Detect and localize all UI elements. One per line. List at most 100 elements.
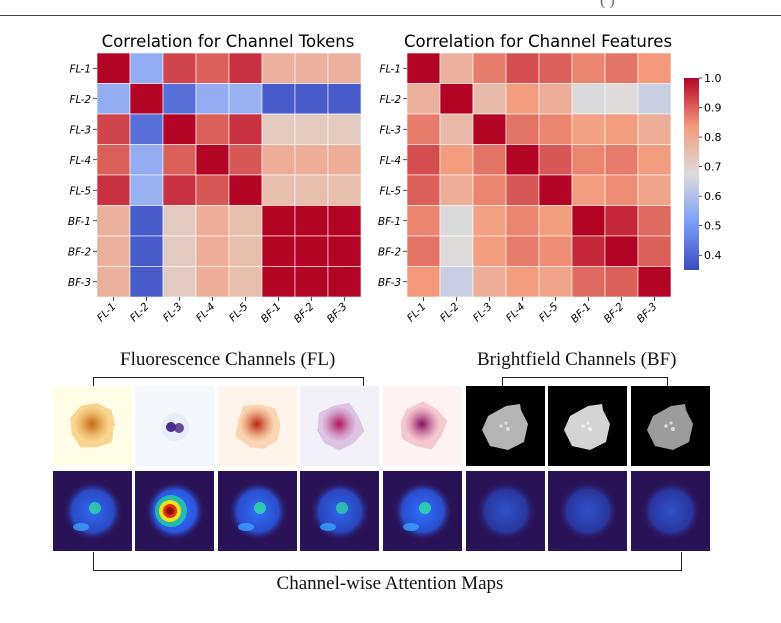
heatmap-cell — [571, 83, 606, 115]
heatmap-cell — [327, 205, 362, 237]
heatmap-cell — [261, 235, 296, 267]
heatmap-cell — [571, 52, 606, 84]
channel-image-fl-5 — [383, 386, 462, 466]
heatmap-cell — [538, 174, 573, 206]
colorbar-tick-label: 1.0 — [704, 72, 722, 85]
row-label: BF-1 — [378, 216, 401, 228]
heatmap-cell — [505, 174, 540, 206]
heatmap-cell — [162, 235, 197, 267]
heatmap-cell — [195, 83, 230, 115]
colorbar-tick-label: 0.9 — [704, 102, 722, 115]
colorbar-ticks: 1.0 0.9 0.8 0.7 0.6 0.5 0.4 — [699, 72, 722, 262]
heatmap-cell — [327, 52, 362, 84]
fl-group-label: Fluorescence Channels (FL) — [120, 349, 336, 370]
channel-image-fl-1 — [53, 386, 132, 466]
heatmap-cell — [96, 52, 131, 84]
header-rule — [0, 15, 781, 16]
row-label: FL-3 — [69, 124, 91, 136]
heatmap-cell — [439, 235, 474, 267]
heatmap-cell — [294, 174, 329, 206]
heatmap-cell — [228, 52, 263, 84]
row-label: FL-1 — [379, 63, 401, 75]
row-label: FL-4 — [379, 155, 401, 167]
heatmap-cell — [406, 52, 441, 84]
heatmap-cell — [162, 144, 197, 176]
heatmap-cell — [327, 174, 362, 206]
heatmap-title-features: Correlation for Channel Features — [404, 32, 672, 51]
attention-map-bf-1 — [466, 471, 545, 551]
heatmap-title-tokens: Correlation for Channel Tokens — [102, 32, 355, 51]
heatmap-cell — [637, 174, 672, 206]
row-label: BF-3 — [68, 277, 91, 289]
heatmap-cell — [228, 174, 263, 206]
attention-map-fl-4 — [300, 471, 379, 551]
header-fragment: ( ) — [600, 0, 615, 9]
heatmap-cell — [538, 113, 573, 145]
colorbar-tick-label: 0.7 — [704, 161, 722, 174]
row-label: FL-2 — [69, 94, 91, 106]
correlation-heatmaps: Correlation for Channel Tokens Correlati… — [68, 32, 722, 325]
heatmap-cell — [195, 205, 230, 237]
heatmap-cell — [637, 266, 672, 298]
heatmap-cell — [505, 205, 540, 237]
channel-image-bf-2 — [548, 386, 627, 466]
fl-bracket — [93, 377, 364, 387]
heatmap-cell — [261, 113, 296, 145]
attention-label: Channel-wise Attention Maps — [276, 573, 504, 594]
heatmap-cell — [129, 113, 164, 145]
row-label: FL-2 — [379, 94, 401, 106]
heatmap-cell — [294, 144, 329, 176]
heatmap-cell — [195, 266, 230, 298]
heatmap-cell — [472, 235, 507, 267]
heatmap-cell — [261, 83, 296, 115]
heatmap-cell — [637, 205, 672, 237]
heatmap-cell — [228, 205, 263, 237]
heatmap-cell — [637, 235, 672, 267]
row-label: BF-2 — [68, 246, 91, 258]
heatmap-cell — [439, 266, 474, 298]
heatmap-cell — [604, 174, 639, 206]
row-label: FL-4 — [69, 155, 91, 167]
heatmap-cell — [439, 83, 474, 115]
colorbar-tick-label: 0.4 — [704, 249, 722, 262]
row-label: BF-1 — [68, 216, 91, 228]
heatmap-cell — [294, 205, 329, 237]
colorbar — [684, 78, 699, 270]
channel-image-bf-3 — [631, 386, 710, 466]
heatmap-cell — [406, 205, 441, 237]
heatmap-cell — [637, 144, 672, 176]
heatmap-cell — [505, 144, 540, 176]
heatmap-cell — [472, 52, 507, 84]
heatmap-cell — [162, 113, 197, 145]
heatmap-cell — [637, 83, 672, 115]
heatmap-cell — [439, 144, 474, 176]
heatmap-features: FL-1FL-2FL-3FL-4FL-5BF-1BF-2BF-3FL-1 FL-2… — [378, 52, 672, 325]
attention-map-bf-2 — [548, 471, 627, 551]
heatmap-cell — [228, 144, 263, 176]
channel-image-fl-3 — [218, 386, 297, 466]
row-label: FL-5 — [379, 185, 401, 197]
heatmap-cell — [261, 52, 296, 84]
heatmap-cell — [538, 144, 573, 176]
attention-map-bf-3 — [631, 471, 710, 551]
heatmap-cell — [129, 144, 164, 176]
row-label: FL-3 — [379, 124, 401, 136]
heatmap-cell — [406, 174, 441, 206]
heatmap-cell — [604, 83, 639, 115]
bf-bracket — [502, 377, 668, 387]
heatmap-cell — [604, 52, 639, 84]
colorbar-tick-label: 0.6 — [704, 190, 722, 203]
heatmap-cell — [327, 113, 362, 145]
heatmap-cell — [571, 266, 606, 298]
heatmap-cell — [327, 235, 362, 267]
heatmap-cell — [472, 113, 507, 145]
heatmap-cell — [96, 144, 131, 176]
heatmap-cell — [162, 52, 197, 84]
heatmap-cell — [571, 174, 606, 206]
row-label: FL-1 — [69, 63, 91, 75]
row-label: BF-2 — [378, 246, 401, 258]
heatmap-cell — [637, 52, 672, 84]
heatmap-cell — [505, 52, 540, 84]
heatmap-cell — [195, 52, 230, 84]
